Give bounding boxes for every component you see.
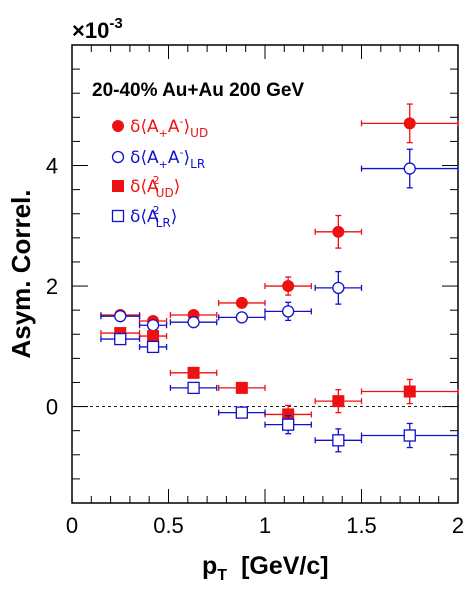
- y-tick-label: 2: [46, 274, 58, 299]
- x-axis-label-unit: [GeV/c]: [241, 552, 329, 580]
- data-point: [235, 381, 248, 394]
- legend-text: δ⟨A: [130, 117, 159, 137]
- legend-text: δ⟨A: [130, 148, 159, 168]
- y-exponent-base: ×10: [72, 18, 109, 43]
- legend-text: A: [168, 148, 180, 168]
- x-axis-label: pT [GeV/c]: [202, 552, 329, 584]
- legend-subscript: LR: [190, 157, 205, 171]
- legend-superscript: 2: [153, 204, 160, 217]
- data-point: [403, 385, 416, 398]
- data-point: [114, 332, 127, 346]
- x-tick-label: 0: [66, 513, 78, 538]
- legend-marker: [112, 120, 124, 132]
- legend-text: ⟩: [184, 117, 191, 137]
- legend-subscript: +: [159, 158, 168, 171]
- data-point: [282, 418, 295, 431]
- data-point: [187, 316, 200, 329]
- data-point: [332, 434, 345, 447]
- data-point: [235, 406, 248, 419]
- series-2: [100, 148, 459, 332]
- plot-frame: [71, 44, 459, 504]
- legend-entry: δ⟨A2 UD⟩: [130, 174, 180, 200]
- x-tick-label: 2: [452, 513, 464, 538]
- data-point: [403, 429, 416, 442]
- data-point: [282, 305, 295, 318]
- data-point: [403, 117, 416, 130]
- data-point: [235, 296, 248, 309]
- legend-marker: [111, 150, 125, 164]
- legend-entry: δ⟨A2 LR⟩: [130, 204, 177, 230]
- x-tick-label: 0.5: [153, 513, 184, 538]
- legend-entry: δ⟨A+A-⟩UD: [130, 115, 208, 140]
- data-point: [332, 395, 345, 408]
- series-4: [100, 332, 459, 453]
- legend-subscript: LR: [156, 216, 171, 230]
- chart-annotation: 20-40% Au+Au 200 GeV: [92, 80, 304, 101]
- data-point: [187, 381, 200, 395]
- data-point: [114, 310, 127, 323]
- legend-subscript: UD: [156, 186, 174, 200]
- x-tick-label: 1: [259, 513, 271, 538]
- legend-text: ⟩: [171, 207, 178, 227]
- data-point: [146, 340, 160, 354]
- data-point: [187, 366, 200, 379]
- x-tick-label: 1.5: [346, 513, 377, 538]
- legend-subscript: UD: [190, 126, 208, 140]
- y-axis-label: Asym. Correl.: [6, 189, 36, 358]
- data-point: [332, 281, 345, 295]
- legend-marker: [111, 209, 125, 223]
- legend: δ⟨A+A-⟩UDδ⟨A+A-⟩LRδ⟨A2 UD⟩δ⟨A2 LR⟩: [111, 115, 208, 230]
- legend-marker: [112, 180, 124, 192]
- y-exponent-power: -3: [109, 15, 122, 32]
- data-point: [403, 162, 416, 175]
- y-tick-label: 0: [46, 395, 58, 420]
- legend-superscript: 2: [153, 174, 160, 187]
- axes-frame: [71, 44, 459, 504]
- data-point: [235, 311, 248, 324]
- legend-subscript: +: [159, 127, 168, 140]
- legend-text: A: [168, 117, 180, 137]
- legend-text: δ⟨A: [130, 207, 159, 227]
- x-axis-label-subscript: T: [217, 567, 227, 584]
- data-point: [282, 280, 295, 293]
- y-tick-label: 4: [46, 154, 58, 179]
- data-point: [332, 225, 345, 238]
- legend-text: ⟩: [174, 177, 181, 197]
- series-1: [100, 103, 459, 328]
- data-point: [146, 319, 160, 332]
- y-exponent-label: ×10-3: [72, 15, 123, 43]
- legend-superscript: -: [180, 115, 184, 128]
- x-axis-label-main: p: [202, 552, 217, 580]
- legend-text: ⟩: [184, 148, 191, 168]
- data-series: [100, 103, 459, 453]
- legend-text: δ⟨A: [130, 177, 159, 197]
- legend-superscript: -: [180, 146, 184, 159]
- legend-entry: δ⟨A+A-⟩LR: [130, 146, 205, 171]
- data-point: [147, 330, 160, 343]
- axis-ticks: 0 0.5 1 1.5 2 0 2 4: [46, 44, 464, 538]
